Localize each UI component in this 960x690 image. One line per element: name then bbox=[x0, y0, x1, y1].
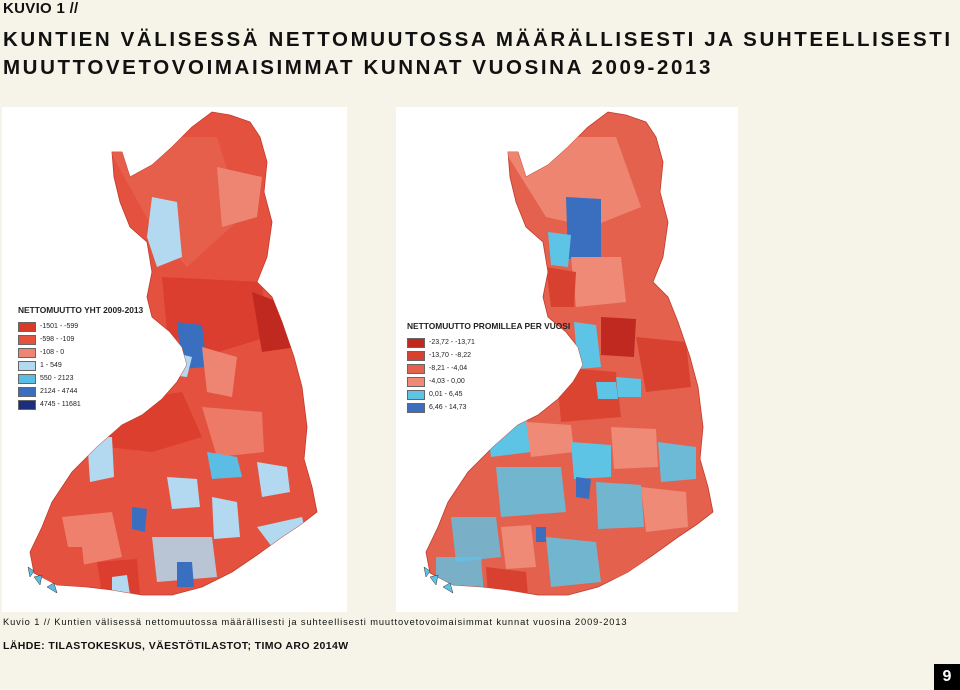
legend-swatch bbox=[18, 373, 36, 384]
legend-item: 2124 - 4744 bbox=[18, 385, 143, 398]
legend-label: -8,21 - -4,04 bbox=[429, 365, 468, 372]
legend-item: -108 - 0 bbox=[18, 346, 143, 359]
title-line-1: KUNTIEN VÄLISESSÄ NETTOMUUTOSSA MÄÄRÄLLI… bbox=[3, 28, 953, 51]
legend-item: 6,46 - 14,73 bbox=[407, 401, 570, 414]
legend-item: -4,03 - 0,00 bbox=[407, 375, 570, 388]
map-panel-relative: NETTOMUUTTO PROMILLEA PER VUOSI -23,72 -… bbox=[396, 107, 738, 612]
legend-item: 550 - 2123 bbox=[18, 372, 143, 385]
legend-swatch bbox=[18, 399, 36, 410]
legend-item: -23,72 - -13,71 bbox=[407, 336, 570, 349]
legend-swatch bbox=[407, 337, 425, 348]
legend-swatch bbox=[407, 376, 425, 387]
legend-absolute: NETTOMUUTTO YHT 2009-2013 -1501 - -599 -5… bbox=[18, 305, 143, 411]
legend-label: 0,01 - 6,45 bbox=[429, 391, 463, 398]
legend-item: 4745 - 11681 bbox=[18, 398, 143, 411]
legend-item: -13,70 - -8,22 bbox=[407, 349, 570, 362]
page-number: 9 bbox=[934, 664, 960, 690]
legend-label: 6,46 - 14,73 bbox=[429, 404, 467, 411]
legend-swatch bbox=[18, 386, 36, 397]
figure-caption: Kuvio 1 // Kuntien välisessä nettomuutos… bbox=[3, 617, 628, 627]
title-line-2: MUUTTOVETOVOIMAISIMMAT KUNNAT VUOSINA 20… bbox=[3, 56, 713, 79]
legend-label: 2124 - 4744 bbox=[40, 388, 78, 395]
legend-title: NETTOMUUTTO PROMILLEA PER VUOSI bbox=[407, 321, 571, 331]
legend-label: -598 - -109 bbox=[40, 336, 75, 343]
legend-label: -23,72 - -13,71 bbox=[429, 339, 475, 346]
figure-title: KUNTIEN VÄLISESSÄ NETTOMUUTOSSA MÄÄRÄLLI… bbox=[3, 26, 953, 82]
legend-swatch bbox=[407, 402, 425, 413]
source-line: LÄHDE: TILASTOKESKUS, VÄESTÖTILASTOT; TI… bbox=[3, 640, 349, 652]
map-panel-absolute: NETTOMUUTTO YHT 2009-2013 -1501 - -599 -5… bbox=[2, 107, 347, 612]
legend-label: 1 - 549 bbox=[40, 362, 62, 369]
legend-label: -1501 - -599 bbox=[40, 323, 79, 330]
legend-swatch bbox=[407, 363, 425, 374]
legend-relative: NETTOMUUTTO PROMILLEA PER VUOSI -23,72 -… bbox=[407, 321, 570, 414]
legend-swatch bbox=[18, 334, 36, 345]
legend-swatch bbox=[18, 347, 36, 358]
legend-label: -13,70 - -8,22 bbox=[429, 352, 472, 359]
legend-item: -1501 - -599 bbox=[18, 320, 143, 333]
legend-label: 550 - 2123 bbox=[40, 375, 74, 382]
figure-label: KUVIO 1 // bbox=[3, 0, 79, 17]
finland-map-absolute bbox=[27, 111, 318, 596]
finland-map-relative bbox=[423, 111, 714, 596]
legend-label: -108 - 0 bbox=[40, 349, 65, 356]
legend-swatch bbox=[18, 360, 36, 371]
legend-item: -8,21 - -4,04 bbox=[407, 362, 570, 375]
legend-title: NETTOMUUTTO YHT 2009-2013 bbox=[18, 305, 144, 315]
legend-swatch bbox=[407, 350, 425, 361]
legend-label: 4745 - 11681 bbox=[40, 401, 81, 408]
legend-swatch bbox=[407, 389, 425, 400]
legend-item: 0,01 - 6,45 bbox=[407, 388, 570, 401]
legend-swatch bbox=[18, 321, 36, 332]
legend-item: -598 - -109 bbox=[18, 333, 143, 346]
legend-label: -4,03 - 0,00 bbox=[429, 378, 465, 385]
legend-item: 1 - 549 bbox=[18, 359, 143, 372]
